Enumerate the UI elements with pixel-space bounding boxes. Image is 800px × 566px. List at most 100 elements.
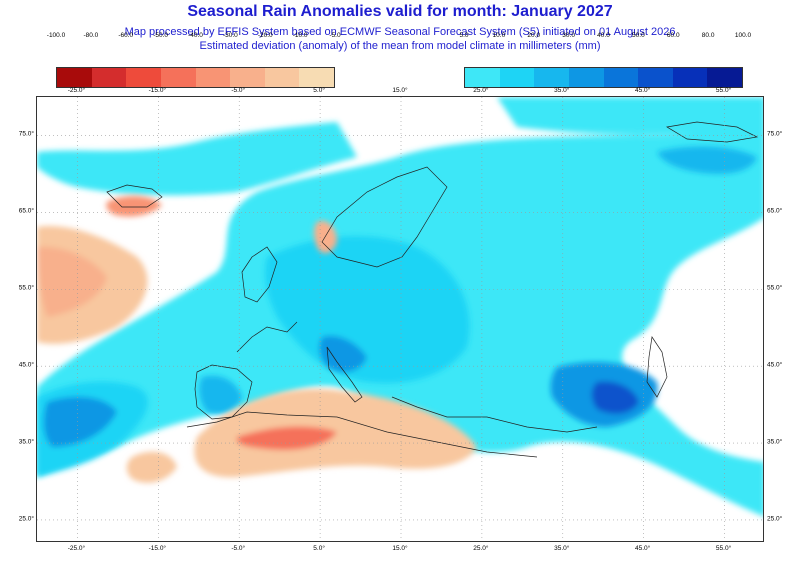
legend-positive-label: 50.0: [632, 32, 645, 39]
dry-area-morocco-coast: [126, 451, 177, 483]
dry-area-atlas: [236, 426, 337, 450]
legend-negative-label: -80.0: [83, 32, 99, 39]
legend-negative-swatch: [91, 68, 127, 87]
longitude-tick-label: 5.0°: [313, 545, 325, 552]
legend-negative-anomaly: -100.0 -80.0 -60.0 -50.0 -40.0 -30.0 -20.0 -10.…: [47, 32, 341, 88]
legend-negative-swatch: [230, 68, 265, 87]
legend-positive-labels: 5.0 10.0 20.0 30.0 40.0 50.0 60.0 80.0 100.0: [459, 32, 751, 67]
latitude-tick-label: 35.0°: [18, 438, 34, 446]
legend-positive-swatches: [464, 67, 743, 88]
coastline-arctic-islands: [666, 121, 759, 143]
legend-positive-swatch: [603, 68, 639, 87]
anomaly-area-azores: [43, 396, 117, 447]
longitude-tick-label: 15.0°: [392, 87, 408, 94]
legend-positive-label: 30.0: [562, 32, 575, 39]
latitude-tick-label: 35.0°: [767, 438, 783, 446]
latitude-tick-label: 75.0°: [767, 130, 783, 138]
anomaly-area-iberia: [199, 375, 242, 414]
legend-negative-label: -60.0: [118, 32, 134, 39]
latitude-tick-label: 65.0°: [767, 207, 783, 215]
anomaly-area-adriatic: [319, 335, 367, 373]
coastline-balkans-turkey: [391, 396, 598, 433]
coastline-iceland: [106, 184, 163, 208]
legend-positive-swatch: [638, 68, 673, 87]
longitude-tick-label: 55.0°: [715, 545, 732, 552]
legend-negative-labels: -100.0 -80.0 -60.0 -50.0 -40.0 -30.0 -20.0 -10.…: [47, 32, 341, 67]
latitude-tick-label: 45.0°: [767, 361, 783, 369]
legend-negative-label: -30.0: [222, 32, 238, 39]
anomaly-map[interactable]: [36, 96, 764, 542]
longitude-tick-label: -15.0°: [148, 545, 167, 552]
longitude-tick-label: 45.0°: [635, 87, 651, 94]
latitude-tick-label: 55.0°: [767, 284, 783, 292]
legend-negative-swatch: [264, 68, 300, 87]
anomaly-area-caucasus-core: [591, 381, 639, 414]
legend-negative-swatch: [160, 68, 196, 87]
anomaly-area-arctic: [497, 97, 763, 135]
longitude-tick-label: -25.0°: [67, 545, 86, 552]
legend-negative-label: -20.0: [257, 32, 273, 39]
legend-positive-label: 60.0: [666, 32, 680, 39]
anomaly-area-scandinavia: [657, 146, 757, 174]
coastline-north-africa: [186, 411, 538, 458]
legend-negative-swatch: [195, 68, 231, 87]
coastline-italy: [326, 346, 363, 403]
legend-positive-swatch: [534, 68, 569, 87]
legend-positive-label: 40.0: [597, 32, 610, 39]
legend-positive-swatch: [707, 68, 742, 87]
legend-negative-label: -50.0: [153, 32, 169, 39]
longitude-tick-label: 25.0°: [473, 87, 489, 94]
latitude-tick-label: 45.0°: [18, 361, 34, 369]
anomaly-map-svg: [37, 97, 763, 541]
legend-negative-swatch: [299, 68, 334, 87]
dry-area-west-atlantic-core: [37, 246, 107, 317]
dry-area-norway-coast: [314, 220, 337, 254]
longitude-tick-label: 35.0°: [554, 87, 570, 94]
legend-positive-swatch: [465, 68, 500, 87]
longitude-tick-label: -25.0°: [67, 87, 86, 94]
coastline-caspian: [646, 336, 668, 398]
anomaly-area-central-europe: [265, 236, 470, 384]
legend-negative-label: -10.0: [292, 32, 308, 39]
legend-negative-swatch: [126, 68, 161, 87]
legend-positive-swatch: [672, 68, 708, 87]
graticule: [37, 97, 763, 541]
longitude-tick-label: 45.0°: [635, 545, 651, 552]
longitude-tick-label: -5.0°: [231, 545, 246, 552]
coastline-france-uk: [236, 246, 298, 353]
legend-negative-swatches: [56, 67, 335, 88]
strong-positive-anomaly-fields: [37, 146, 757, 477]
latitude-tick-label: 25.0°: [18, 515, 34, 523]
legend-negative-swatch: [57, 68, 92, 87]
negative-anomaly-fields: [37, 195, 478, 483]
legend-negative-label: -40.0: [188, 32, 203, 39]
longitude-tick-label: 15.0°: [392, 545, 408, 552]
longitude-tick-label: -15.0°: [148, 87, 167, 94]
longitude-tick-label: -5.0°: [231, 87, 246, 94]
legend-positive-swatch: [568, 68, 604, 87]
legend-negative-label: -100.0: [46, 32, 66, 39]
legend-positive-label: 10.0: [492, 32, 506, 39]
coastlines: [106, 121, 759, 458]
legend-positive-swatch: [499, 68, 535, 87]
dry-area-iceland: [106, 195, 162, 217]
anomaly-area-north-atlantic: [37, 122, 357, 196]
longitude-tick-label: 25.0°: [473, 545, 489, 552]
latitude-tick-label: 55.0°: [18, 284, 34, 292]
legend-positive-label: 20.0: [527, 32, 541, 39]
legend-positive-label: 5.0: [459, 32, 469, 39]
longitude-tick-label: 35.0°: [554, 545, 570, 552]
legend-negative-label: -5.0: [329, 32, 341, 39]
longitude-tick-label: 55.0°: [715, 87, 732, 94]
map-subtitle-source: Map processed by EFFIS System based on E…: [124, 26, 676, 38]
legend-positive-label: 100.0: [734, 32, 752, 39]
latitude-tick-label: 25.0°: [767, 515, 783, 523]
legend-positive-anomaly: 5.0 10.0 20.0 30.0 40.0 50.0 60.0 80.0 100.0: [459, 32, 751, 88]
legend-positive-label: 80.0: [701, 32, 715, 39]
longitude-tick-label: 5.0°: [313, 87, 325, 94]
coastline-scandinavia: [321, 166, 448, 268]
map-title: Seasonal Rain Anomalies valid for month:…: [187, 3, 613, 20]
map-subtitle-description: Estimated deviation (anomaly) of the mea…: [199, 40, 601, 52]
latitude-tick-label: 65.0°: [18, 207, 34, 215]
latitude-tick-label: 75.0°: [18, 130, 34, 138]
